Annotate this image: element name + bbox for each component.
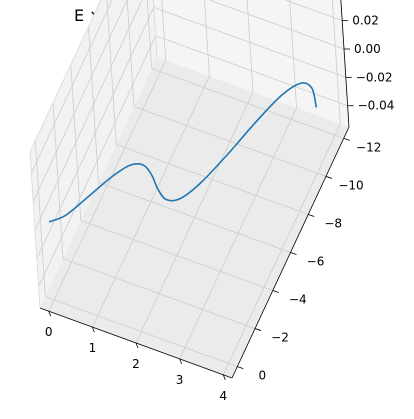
back-corner-edge xyxy=(152,0,158,58)
y-tick-mark xyxy=(237,366,244,369)
x-tick-mark xyxy=(179,358,183,365)
grid-line-x xyxy=(135,0,254,344)
y-tick-label: −10 xyxy=(338,178,363,192)
y-tick-label: −4 xyxy=(289,293,307,307)
z-tick-label: 0.00 xyxy=(354,42,381,56)
grid-line-y xyxy=(106,0,309,215)
axis-panes xyxy=(30,0,349,378)
x-tick-label: 3 xyxy=(176,373,184,387)
series-layer xyxy=(48,82,318,223)
y-tick-label: −6 xyxy=(307,255,325,269)
grid-line-y xyxy=(146,0,344,139)
x-tick-mark xyxy=(91,326,95,333)
z-tick-label: 0.02 xyxy=(352,14,379,28)
y-tick-label: −8 xyxy=(324,217,342,231)
x-tick-label: 4 xyxy=(219,389,227,403)
grid-line-y xyxy=(52,102,256,329)
x-tick-mark xyxy=(48,311,52,317)
grid-line-y xyxy=(34,140,238,367)
y-tick-mark xyxy=(325,176,333,179)
grid-line-x xyxy=(222,0,341,375)
grid-line-z xyxy=(31,0,113,174)
y-tick-mark xyxy=(254,328,262,331)
x-tick-label: 2 xyxy=(132,357,140,371)
left-edge xyxy=(29,151,41,309)
z-tick-label: −0.02 xyxy=(356,70,393,84)
x-tick-label: 1 xyxy=(89,341,97,355)
x-tick-mark xyxy=(135,342,139,349)
y-tick-mark xyxy=(290,252,297,255)
top-edge xyxy=(29,0,102,153)
grid-line-y xyxy=(126,0,327,177)
grid-line-x xyxy=(179,0,298,360)
grid-line-x xyxy=(92,0,210,328)
y-tick-label: −2 xyxy=(271,331,289,345)
back-left-pane xyxy=(30,0,157,308)
grid-line-x xyxy=(48,0,167,312)
grid-line-z xyxy=(32,0,343,202)
x-tick-mark xyxy=(222,374,226,380)
grid-line-y xyxy=(88,26,291,253)
y-tick-mark xyxy=(272,290,279,293)
grid-line-z xyxy=(34,0,345,231)
y-tick-label: −12 xyxy=(356,140,381,154)
trajectory-line xyxy=(48,82,318,223)
y-tick-label: 0 xyxy=(258,369,266,383)
grid-line-y xyxy=(70,64,273,291)
x-tick-label: 0 xyxy=(45,325,53,339)
z-tick-label: −0.04 xyxy=(358,99,395,113)
axis-ticks: 012340−2−4−6−8−10−120.040.020.00−0.02−0.… xyxy=(45,14,395,403)
y-tick-mark xyxy=(343,138,350,141)
y-tick-mark xyxy=(308,214,315,217)
